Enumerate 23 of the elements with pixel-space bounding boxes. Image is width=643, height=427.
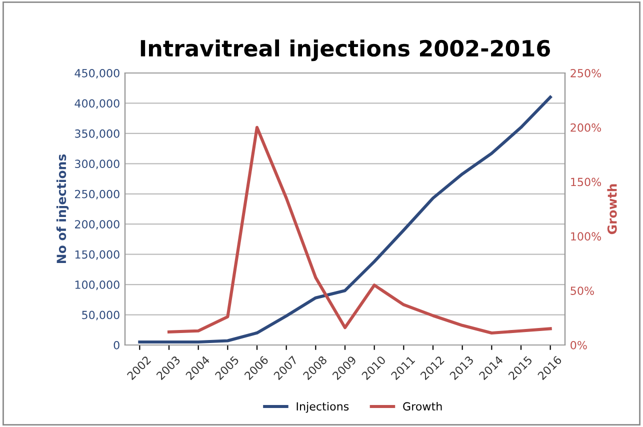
y-tick-label: 0: [114, 340, 120, 350]
y2-tick-label: 0%: [570, 340, 587, 350]
legend-label: Growth: [403, 402, 442, 411]
y-tick-label: 350,000: [75, 129, 120, 139]
legend-label: Injections: [296, 402, 349, 413]
y2-axis-title: Growth: [607, 184, 617, 234]
y2-tick-label: 150%: [571, 178, 602, 186]
y-tick-label: 200,000: [75, 220, 120, 230]
y2-tick-label: 50%: [570, 286, 594, 295]
y-tick-label: 300,000: [75, 160, 120, 170]
y-tick-label: 450,000: [74, 68, 120, 79]
y-tick-label: 400,000: [74, 99, 120, 109]
y-tick-label: 50,000: [82, 310, 120, 320]
y-tick-label: 100,000: [75, 280, 120, 290]
y2-tick-label: 250%: [570, 68, 602, 78]
line-series: [138, 96, 552, 344]
y-axis-title: No of injections: [56, 154, 69, 264]
y2-tick-label: 100%: [571, 232, 602, 241]
chart-title: Intravitreal injections 2002-2016: [140, 39, 550, 62]
line-series: [167, 126, 552, 335]
y-tick-label: 150,000: [75, 250, 120, 260]
y2-tick-label: 200%: [570, 123, 602, 132]
y-tick-label: 250,000: [75, 190, 120, 200]
